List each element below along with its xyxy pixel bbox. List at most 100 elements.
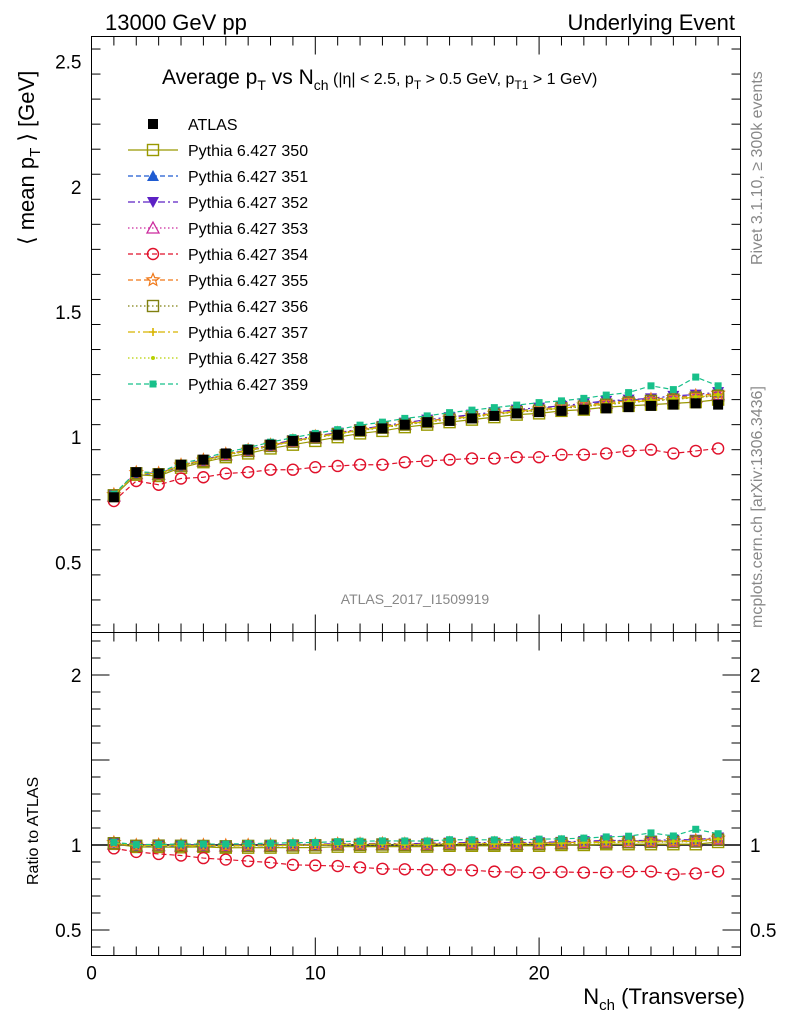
ratio-point	[644, 865, 658, 878]
series-line	[113, 399, 719, 497]
header-right: Underlying Event	[567, 10, 735, 35]
ratio-point	[625, 832, 633, 840]
mcplots-label: mcplots.cern.ch [arXiv:1306.3436]	[749, 386, 766, 628]
y-tick-label: 2	[71, 666, 82, 687]
data-point	[446, 409, 454, 417]
data-point	[331, 459, 344, 473]
data-point	[243, 444, 254, 455]
data-point	[647, 382, 655, 390]
data-point	[692, 373, 700, 381]
data-point	[557, 397, 565, 405]
ratio-point	[626, 839, 631, 844]
ratio-point	[110, 838, 118, 846]
data-point	[376, 458, 389, 471]
ratio-point	[488, 865, 501, 878]
data-point	[420, 454, 434, 468]
data-point	[623, 402, 634, 413]
series-line	[113, 394, 719, 496]
legend-marker	[147, 197, 159, 208]
data-point	[625, 389, 633, 397]
ratio-point	[177, 840, 185, 848]
data-point	[378, 418, 386, 426]
legend-item: Pythia 6.427 355	[128, 271, 308, 290]
ratio-point	[510, 865, 523, 879]
ratio-point	[401, 837, 409, 845]
y-tick-label: 0.5	[55, 553, 81, 574]
ratio-point	[241, 854, 255, 868]
ratio-point	[289, 839, 297, 847]
data-point	[602, 391, 610, 399]
ratio-point	[711, 865, 725, 878]
ratio-point	[604, 840, 609, 845]
data-point	[468, 406, 476, 414]
ratio-point	[331, 859, 344, 873]
data-point	[667, 447, 680, 460]
ratio-point	[669, 832, 677, 840]
data-point	[713, 399, 724, 410]
legend-label: Pythia 6.427 354	[188, 247, 308, 264]
legend-item: Pythia 6.427 356	[128, 299, 308, 316]
y-tick-label-right: 0.5	[750, 921, 776, 942]
data-point	[198, 454, 209, 465]
legend-item: Pythia 6.427 354	[128, 247, 308, 264]
legend-marker	[149, 380, 157, 388]
ratio-point	[423, 837, 431, 845]
data-point	[356, 421, 364, 429]
data-point	[511, 408, 522, 419]
data-point	[488, 452, 501, 465]
legend-label: Pythia 6.427 357	[188, 325, 308, 342]
ratio-point	[174, 849, 188, 862]
data-point	[131, 467, 142, 478]
legend-item: Pythia 6.427 357	[128, 325, 308, 342]
data-point	[714, 382, 722, 390]
data-point	[555, 448, 568, 461]
data-point	[220, 448, 231, 459]
data-point	[535, 399, 543, 407]
data-point	[176, 459, 187, 470]
y-tick-label-right: 2	[750, 666, 761, 687]
data-point	[465, 452, 479, 465]
legend-label: ATLAS	[188, 117, 238, 134]
y-tick-label-right: 1	[750, 836, 761, 857]
data-point	[401, 414, 409, 422]
data-point	[287, 435, 298, 446]
data-point	[265, 439, 276, 450]
ratio-series-10	[110, 825, 722, 849]
ratio-point	[244, 840, 252, 848]
data-point	[489, 410, 500, 421]
ratio-point	[267, 839, 275, 847]
ratio-y-axis-label: Ratio to ATLAS	[25, 777, 42, 885]
data-point	[443, 453, 456, 466]
legend-item: Pythia 6.427 350	[128, 143, 308, 160]
header-left: 13000 GeV pp	[105, 10, 247, 35]
ratio-point	[600, 866, 613, 879]
ratio-point	[693, 838, 698, 843]
x-tick-label: 0	[86, 964, 97, 985]
ratio-point	[311, 838, 319, 846]
ratio-point	[714, 830, 722, 838]
legend-marker	[148, 119, 158, 129]
legend-label: Pythia 6.427 358	[188, 351, 308, 368]
data-point	[334, 426, 342, 434]
y-tick-label: 0.5	[55, 921, 81, 942]
data-point	[310, 432, 321, 443]
data-point	[353, 458, 367, 471]
ratio-point	[222, 840, 230, 848]
rivet-label: Rivet 3.1.10, ≥ 300k events	[749, 71, 766, 265]
ratio-point	[648, 839, 653, 844]
y-tick-label: 1.5	[55, 303, 81, 324]
data-point	[422, 417, 433, 428]
ratio-point	[647, 829, 655, 837]
x-tick-label: 20	[529, 964, 550, 985]
legend-item: Pythia 6.427 352	[128, 195, 308, 212]
main-y-axis-label: ⟨ mean pT ⟩ [GeV]	[14, 71, 44, 245]
ratio-series-5	[107, 842, 725, 881]
data-point	[690, 398, 701, 409]
ratio-point	[716, 836, 721, 841]
legend-label: Pythia 6.427 356	[188, 299, 308, 316]
data-point	[671, 396, 676, 401]
legend-marker	[145, 220, 161, 234]
ratio-point	[264, 856, 277, 869]
legend-label: Pythia 6.427 353	[188, 221, 308, 238]
data-point	[580, 394, 588, 402]
